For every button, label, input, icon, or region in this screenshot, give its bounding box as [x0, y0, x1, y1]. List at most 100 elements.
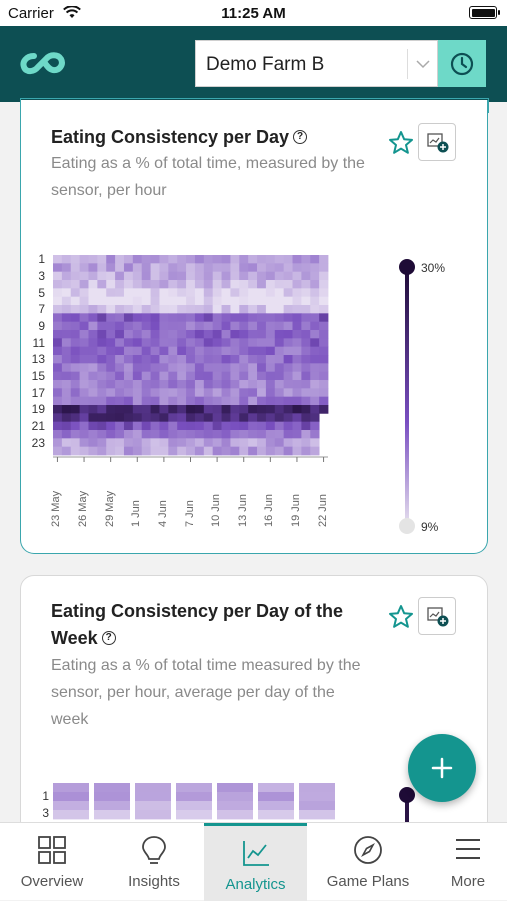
heatmap-cell [168, 271, 178, 281]
heatmap-cell [94, 810, 130, 820]
heatmap-cell [106, 330, 116, 339]
heatmap-cell [221, 271, 231, 281]
heatmap-cell [88, 371, 98, 381]
x-tick-label: 1 Jun [130, 500, 143, 527]
heatmap-cell [283, 380, 293, 389]
heatmap-cell [123, 388, 134, 398]
heatmap-cell [283, 430, 293, 439]
heatmap-cell [239, 271, 249, 281]
app-logo-icon[interactable] [20, 48, 66, 78]
heatmap-cell [150, 313, 160, 323]
heatmap-cell [97, 346, 107, 356]
heatmap-cell [239, 346, 249, 356]
heatmap-cell [221, 413, 231, 423]
heatmap-cell [61, 430, 72, 439]
heatmap-cell [186, 421, 196, 431]
heatmap-cell [79, 371, 89, 381]
heatmap-cell [141, 388, 151, 398]
heatmap-cell [203, 396, 214, 406]
heatmap-cell [177, 263, 187, 273]
heatmap-cell [221, 321, 231, 331]
tab-game-plans[interactable]: Game Plans [307, 823, 429, 901]
heatmap-cell [186, 296, 196, 306]
heatmap-cell [97, 338, 107, 348]
heatmap-cell [212, 446, 222, 456]
heatmap-cell [292, 405, 302, 414]
heatmap-cell [94, 792, 130, 802]
heatmap-cell [70, 388, 81, 398]
heatmap-cell [212, 405, 222, 414]
heatmap-cell [319, 371, 329, 381]
heatmap-cell [301, 371, 311, 381]
history-button[interactable] [438, 40, 486, 87]
tab-overview[interactable]: Overview [0, 823, 104, 901]
color-scale-bar [405, 268, 409, 526]
heatmap-cell [97, 446, 107, 456]
heatmap-cell [53, 263, 63, 273]
heatmap-cell [230, 296, 240, 306]
heatmap-cell [150, 413, 160, 423]
heatmap-cell [257, 338, 267, 348]
heatmap-cell [53, 271, 63, 281]
tab-more[interactable]: More [429, 823, 507, 901]
farm-selector[interactable]: Demo Farm B [195, 40, 438, 87]
favorite-star-icon[interactable] [388, 604, 414, 630]
help-icon[interactable]: ? [101, 631, 116, 645]
heatmap-cell [159, 363, 169, 373]
help-icon[interactable]: ? [293, 130, 308, 144]
favorite-star-icon[interactable] [388, 130, 414, 156]
heatmap-cell [257, 446, 267, 456]
heatmap-cell [257, 405, 267, 414]
heatmap-cell [194, 338, 205, 348]
carrier-label: Carrier [8, 5, 54, 22]
heatmap-cell [97, 255, 107, 264]
tab-analytics[interactable]: Analytics [204, 823, 307, 901]
heatmap-cell [257, 396, 267, 406]
heatmap-cell [79, 438, 89, 448]
tab-insights[interactable]: Insights [104, 823, 204, 901]
heatmap-cell [132, 338, 143, 348]
heatmap-cell [265, 346, 276, 356]
heatmap-cell [135, 801, 171, 811]
y-tick-label: 9 [38, 318, 45, 333]
heatmap-cell [53, 313, 63, 323]
heatmap-cell [53, 413, 63, 423]
heatmap-cell [265, 330, 276, 339]
heatmap-cell [115, 346, 125, 356]
heatmap-cell [115, 371, 125, 381]
heatmap-cell [239, 321, 249, 331]
add-dashboard-icon [427, 133, 449, 153]
heatmap-cell [97, 363, 107, 373]
heatmap-cell [150, 305, 160, 314]
heatmap-cell [159, 371, 169, 381]
heatmap-chart-weekly [53, 783, 335, 820]
add-fab-button[interactable] [408, 734, 476, 802]
x-tick-label: 19 Jun [289, 493, 302, 527]
heatmap-cell [194, 330, 205, 339]
heatmap-cell [212, 421, 222, 431]
heatmap-cell [79, 271, 89, 281]
heatmap-cell [132, 430, 143, 439]
heatmap-cell [319, 330, 329, 339]
heatmap-cell [150, 271, 160, 281]
heatmap-cell [79, 305, 89, 314]
add-to-dashboard-button[interactable] [418, 123, 456, 161]
heatmap-cell [79, 363, 89, 373]
heatmap-cell [274, 280, 285, 289]
heatmap-cell [230, 255, 240, 264]
heatmap-cell [283, 405, 293, 414]
heatmap-cell [70, 421, 81, 431]
heatmap-cell [97, 388, 107, 398]
heatmap-cell [319, 288, 329, 298]
heatmap-cell [150, 438, 160, 448]
heatmap-cell [319, 346, 329, 356]
y-tick-label: 11 [32, 335, 45, 350]
heatmap-cell [212, 363, 222, 373]
heatmap-cell [123, 346, 134, 356]
heatmap-cell [115, 321, 125, 331]
heatmap-cell [299, 792, 335, 802]
heatmap-cell [186, 263, 196, 273]
add-to-dashboard-button[interactable] [418, 597, 456, 635]
heatmap-cell [203, 421, 214, 431]
heatmap-cell [257, 438, 267, 448]
